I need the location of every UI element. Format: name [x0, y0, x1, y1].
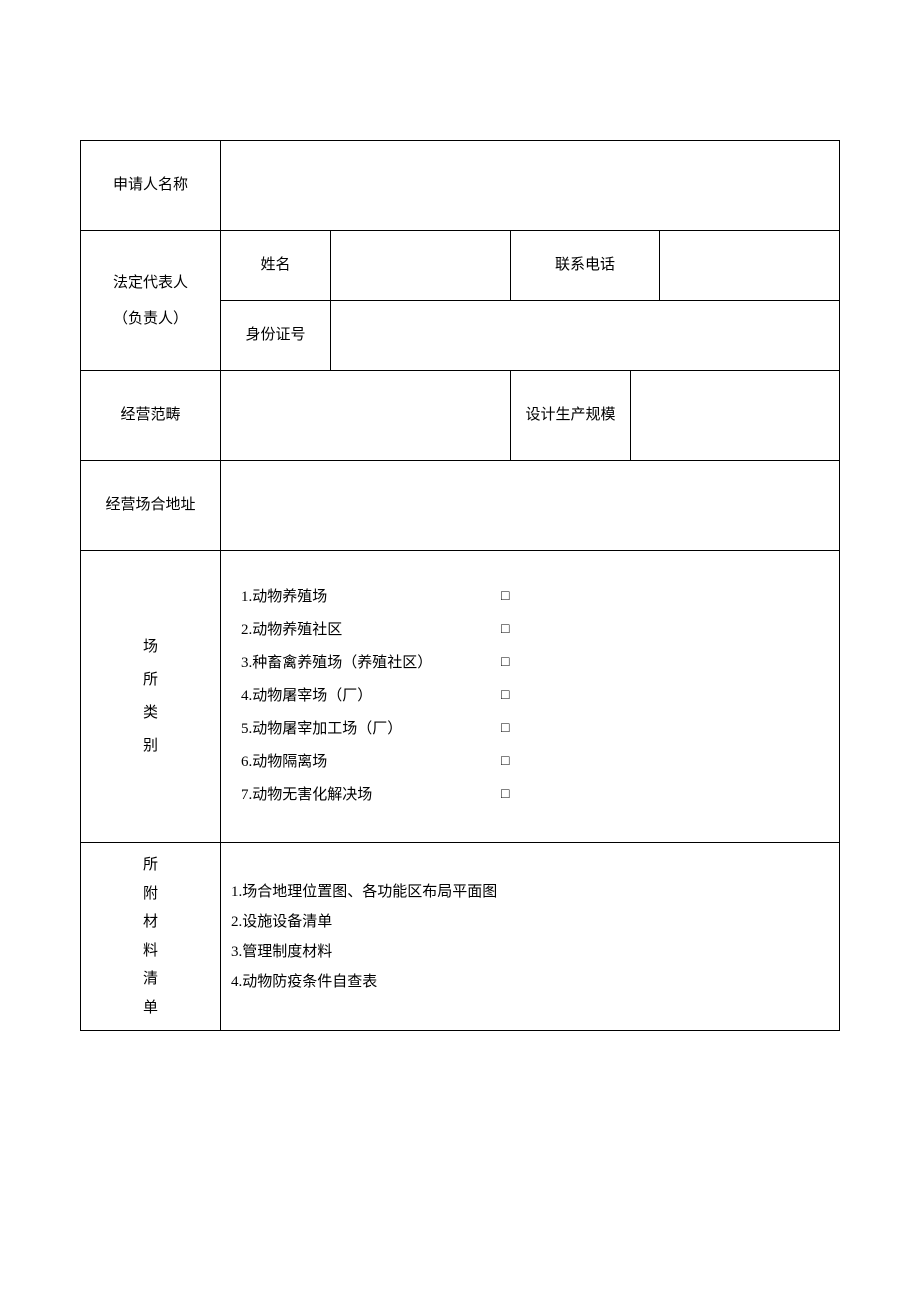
- design-scale-value: [631, 371, 840, 461]
- venue-option-7: 7.动物无害化解决场 □: [241, 779, 819, 812]
- phone-label: 联系电话: [511, 231, 660, 301]
- venue-option-5: 5.动物屠宰加工场（厂） □: [241, 713, 819, 746]
- checkbox-icon[interactable]: □: [501, 747, 509, 778]
- checkbox-icon[interactable]: □: [501, 780, 509, 811]
- applicant-name-label: 申请人名称: [81, 141, 221, 231]
- id-number-value: [331, 301, 840, 371]
- material-char6: 单: [93, 994, 208, 1023]
- id-number-label: 身份证号: [221, 301, 331, 371]
- venue-type-label: 场 所 类 别: [81, 551, 221, 843]
- material-item-4: 4.动物防疫条件自查表: [231, 967, 829, 997]
- material-list-label: 所 附 材 料 清 单: [81, 843, 221, 1031]
- venue-type-char2: 所: [93, 664, 208, 697]
- material-char5: 清: [93, 965, 208, 994]
- venue-option-4: 4.动物屠宰场（厂） □: [241, 680, 819, 713]
- checkbox-icon[interactable]: □: [501, 714, 509, 745]
- venue-type-char4: 别: [93, 730, 208, 763]
- venue-option-3: 3.种畜禽养殖场（养殖社区） □: [241, 647, 819, 680]
- applicant-name-value: [221, 141, 840, 231]
- legal-rep-line1: 法定代表人: [93, 265, 208, 301]
- venue-option-7-text: 7.动物无害化解决场: [241, 779, 501, 812]
- phone-value: [660, 231, 840, 301]
- venue-option-3-text: 3.种畜禽养殖场（养殖社区）: [241, 647, 501, 680]
- application-form-table: 申请人名称 法定代表人 （负责人） 姓名 联系电话 身份证号 经营范畴 设计生产…: [80, 140, 840, 1031]
- material-char1: 所: [93, 851, 208, 880]
- venue-option-6-text: 6.动物隔离场: [241, 746, 501, 779]
- venue-option-1: 1.动物养殖场 □: [241, 581, 819, 614]
- name-value: [331, 231, 511, 301]
- design-scale-label: 设计生产规模: [511, 371, 631, 461]
- business-scope-value: [221, 371, 511, 461]
- material-item-3: 3.管理制度材料: [231, 937, 829, 967]
- venue-option-2-text: 2.动物养殖社区: [241, 614, 501, 647]
- venue-type-char1: 场: [93, 631, 208, 664]
- venue-type-options: 1.动物养殖场 □ 2.动物养殖社区 □ 3.种畜禽养殖场（养殖社区） □ 4.…: [221, 551, 840, 843]
- venue-option-6: 6.动物隔离场 □: [241, 746, 819, 779]
- material-item-2: 2.设施设备清单: [231, 907, 829, 937]
- legal-rep-label: 法定代表人 （负责人）: [81, 231, 221, 371]
- material-list-content: 1.场合地理位置图、各功能区布局平面图 2.设施设备清单 3.管理制度材料 4.…: [221, 843, 840, 1031]
- venue-option-4-text: 4.动物屠宰场（厂）: [241, 680, 501, 713]
- material-item-1: 1.场合地理位置图、各功能区布局平面图: [231, 877, 829, 907]
- venue-option-2: 2.动物养殖社区 □: [241, 614, 819, 647]
- venue-option-5-text: 5.动物屠宰加工场（厂）: [241, 713, 501, 746]
- checkbox-icon[interactable]: □: [501, 648, 509, 679]
- material-char4: 料: [93, 937, 208, 966]
- checkbox-icon[interactable]: □: [501, 582, 509, 613]
- venue-type-char3: 类: [93, 697, 208, 730]
- business-address-label: 经营场合地址: [81, 461, 221, 551]
- name-label: 姓名: [221, 231, 331, 301]
- checkbox-icon[interactable]: □: [501, 615, 509, 646]
- business-scope-label: 经营范畴: [81, 371, 221, 461]
- legal-rep-line2: （负责人）: [93, 301, 208, 337]
- business-address-value: [221, 461, 840, 551]
- venue-option-1-text: 1.动物养殖场: [241, 581, 501, 614]
- material-char2: 附: [93, 880, 208, 909]
- material-char3: 材: [93, 908, 208, 937]
- checkbox-icon[interactable]: □: [501, 681, 509, 712]
